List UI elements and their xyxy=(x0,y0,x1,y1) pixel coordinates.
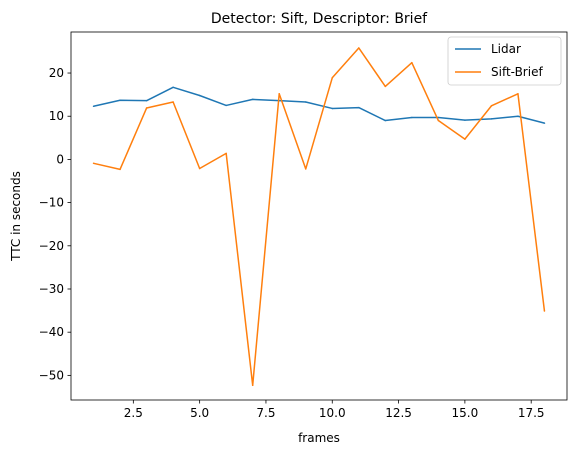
y-tick-label: −20 xyxy=(39,239,64,253)
data-point-sift-brief xyxy=(119,168,121,171)
data-point-lidar xyxy=(225,104,227,107)
data-point-sift-brief xyxy=(225,152,227,155)
x-tick-label: 5.0 xyxy=(190,406,209,420)
y-axis-ticks: −50 −40 −30 −20 −10 0 10 20 xyxy=(39,66,71,382)
data-point-lidar xyxy=(304,101,307,103)
data-point-lidar xyxy=(251,98,254,101)
x-tick-label: 12.5 xyxy=(385,406,412,420)
x-axis-ticks: 2.5 5.0 7.5 10.0 12.5 15.0 17.5 xyxy=(124,400,545,420)
y-tick-label: −10 xyxy=(39,196,64,210)
data-point-lidar xyxy=(358,106,360,109)
data-point-lidar xyxy=(437,116,440,119)
data-point-sift-brief xyxy=(411,61,413,64)
data-point-sift-brief xyxy=(331,77,334,79)
data-point-sift-brief xyxy=(172,101,174,103)
data-point-sift-brief xyxy=(384,85,387,88)
chart-title: Detector: Sift, Descriptor: Brief xyxy=(211,11,428,27)
data-point-lidar xyxy=(543,122,546,124)
data-point-sift-brief xyxy=(517,93,519,95)
plot-series xyxy=(92,47,546,387)
data-point-sift-brief xyxy=(464,138,466,140)
y-tick-label: 0 xyxy=(56,152,64,166)
data-point-lidar xyxy=(119,99,121,101)
data-point-sift-brief xyxy=(198,167,201,170)
x-tick-label: 10.0 xyxy=(319,406,346,420)
legend: Lidar Sift-Brief xyxy=(447,36,562,86)
y-tick-label: −50 xyxy=(39,368,64,382)
series-line-lidar xyxy=(93,86,545,124)
data-point-sift-brief xyxy=(278,93,280,95)
y-tick-label: −30 xyxy=(39,282,64,296)
y-tick-label: −40 xyxy=(39,325,64,339)
data-point-sift-brief xyxy=(437,119,440,122)
x-axis-label: frames xyxy=(298,431,340,445)
data-point-lidar xyxy=(145,99,148,102)
data-point-sift-brief xyxy=(251,384,254,387)
data-point-lidar xyxy=(517,115,519,117)
data-point-lidar xyxy=(464,119,466,121)
data-point-sift-brief xyxy=(543,310,546,312)
x-tick-label: 15.0 xyxy=(452,406,479,420)
y-tick-label: 10 xyxy=(49,109,64,123)
data-point-sift-brief xyxy=(92,162,95,165)
data-point-lidar xyxy=(172,86,174,89)
data-point-sift-brief xyxy=(358,47,360,49)
plot-area-frame xyxy=(70,31,568,401)
data-point-lidar xyxy=(198,94,201,97)
y-axis-label: TTC in seconds xyxy=(9,171,23,262)
data-point-lidar xyxy=(411,116,413,119)
x-tick-label: 7.5 xyxy=(256,406,275,420)
data-point-sift-brief xyxy=(490,105,493,107)
data-point-lidar xyxy=(331,107,334,110)
x-tick-label: 17.5 xyxy=(518,406,545,420)
data-point-lidar xyxy=(490,118,493,120)
data-point-sift-brief xyxy=(145,107,148,109)
data-point-lidar xyxy=(92,105,95,108)
legend-label-sift-brief: Sift-Brief xyxy=(491,65,543,79)
y-tick-label: 20 xyxy=(49,66,64,80)
data-point-sift-brief xyxy=(304,168,307,170)
data-point-lidar xyxy=(384,119,387,122)
legend-label-lidar: Lidar xyxy=(491,42,521,56)
x-tick-label: 2.5 xyxy=(124,406,143,420)
series-line-sift-brief xyxy=(93,47,546,387)
